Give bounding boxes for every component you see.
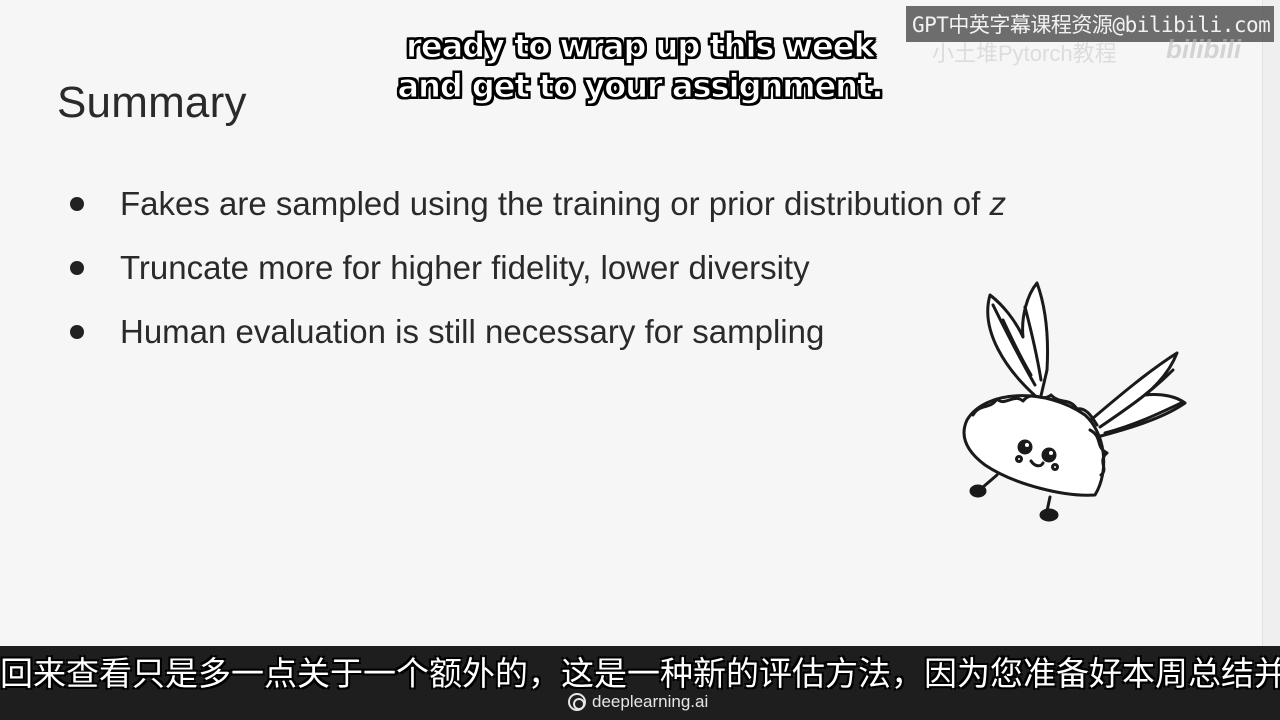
watermark-subtext: 小土堆Pytorch教程 — [932, 41, 1117, 66]
brand-logo: deeplearning.ai — [568, 690, 708, 714]
bullet-item: Human evaluation is still necessary for … — [70, 300, 1006, 364]
bullet-text: Truncate more for higher fidelity, lower… — [120, 249, 810, 286]
bullet-dot-icon — [70, 325, 84, 339]
frame-edge — [1262, 0, 1280, 720]
bullet-dot-icon — [70, 197, 84, 211]
flying-taco-icon — [962, 281, 1187, 522]
bullet-text-main: Fakes are sampled using the training or … — [120, 185, 990, 222]
watermark-background — [906, 6, 1274, 42]
english-subtitle: ready to wrap up this week and get to yo… — [340, 26, 940, 106]
bullet-text: Fakes are sampled using the training or … — [120, 185, 1006, 223]
bullet-text: Human evaluation is still necessary for … — [120, 313, 825, 350]
brand-text: deeplearning.ai — [592, 692, 709, 711]
bullet-text-emphasis: z — [989, 185, 1006, 222]
bullet-dot-icon — [70, 261, 84, 275]
english-subtitle-line: ready to wrap up this week — [406, 27, 876, 66]
bullet-list: Fakes are sampled using the training or … — [70, 172, 1006, 364]
bilibili-logo-icon: bilibili — [1166, 34, 1242, 64]
chinese-subtitle: 回来查看只是多一点关于一个额外的，这是一种新的评估方法，因为您准备好本周总结并完… — [0, 654, 1280, 693]
bottom-bar — [0, 646, 1280, 720]
watermark-text: GPT中英字幕课程资源@bilibili.com — [912, 13, 1271, 37]
deeplearning-logo-icon — [568, 693, 586, 711]
slide-title: Summary — [57, 78, 247, 127]
english-subtitle-line: and get to your assignment. — [397, 67, 884, 106]
bullet-item: Fakes are sampled using the training or … — [70, 172, 1006, 236]
bullet-item: Truncate more for higher fidelity, lower… — [70, 236, 1006, 300]
